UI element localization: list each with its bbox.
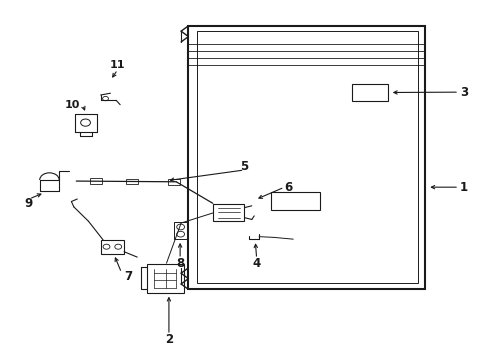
Text: 11: 11	[110, 60, 125, 70]
Text: 4: 4	[252, 257, 260, 270]
Text: 2: 2	[164, 333, 173, 346]
Text: 6: 6	[284, 181, 292, 194]
Text: 3: 3	[459, 86, 467, 99]
Text: 8: 8	[176, 257, 184, 270]
Text: 10: 10	[64, 100, 80, 110]
Text: 1: 1	[459, 181, 467, 194]
Text: 9: 9	[25, 197, 33, 210]
Text: 5: 5	[240, 160, 248, 173]
Text: 7: 7	[124, 270, 132, 283]
